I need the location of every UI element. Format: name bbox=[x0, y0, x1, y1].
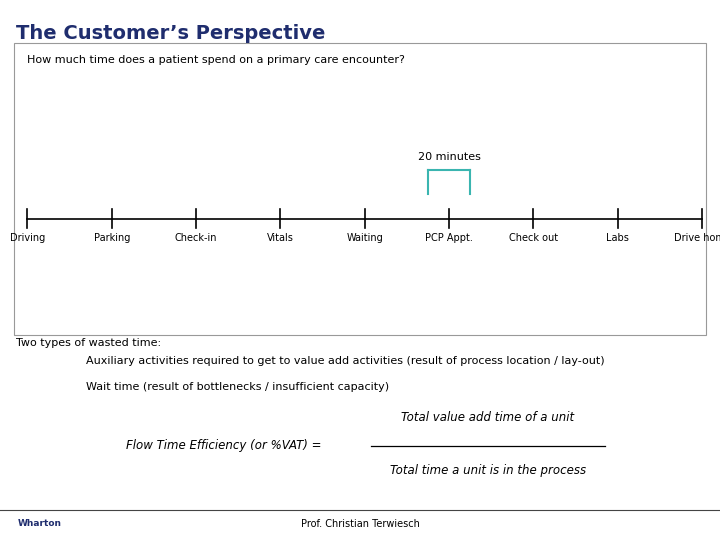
Text: Flow Time Efficiency (or %VAT) =: Flow Time Efficiency (or %VAT) = bbox=[126, 439, 325, 452]
Text: Check-in: Check-in bbox=[175, 233, 217, 243]
Text: Labs: Labs bbox=[606, 233, 629, 243]
Text: PCP Appt.: PCP Appt. bbox=[425, 233, 473, 243]
Text: Driving: Driving bbox=[10, 233, 45, 243]
Text: The Customer’s Perspective: The Customer’s Perspective bbox=[16, 24, 325, 43]
Text: Wait time (result of bottlenecks / insufficient capacity): Wait time (result of bottlenecks / insuf… bbox=[86, 382, 390, 393]
Text: Prof. Christian Terwiesch: Prof. Christian Terwiesch bbox=[300, 519, 420, 529]
Text: Auxiliary activities required to get to value add activities (result of process : Auxiliary activities required to get to … bbox=[86, 356, 605, 367]
Text: 20 minutes: 20 minutes bbox=[418, 152, 480, 162]
Text: Total time a unit is in the process: Total time a unit is in the process bbox=[390, 464, 586, 477]
Text: Total value add time of a unit: Total value add time of a unit bbox=[401, 411, 575, 424]
Text: Parking: Parking bbox=[94, 233, 130, 243]
Bar bbox=[14, 43, 706, 335]
Text: Drive home: Drive home bbox=[674, 233, 720, 243]
Text: Wharton: Wharton bbox=[18, 519, 62, 528]
Text: Two types of wasted time:: Two types of wasted time: bbox=[16, 338, 161, 348]
Text: Waiting: Waiting bbox=[346, 233, 383, 243]
Text: Vitals: Vitals bbox=[267, 233, 294, 243]
Text: Check out: Check out bbox=[509, 233, 558, 243]
Text: How much time does a patient spend on a primary care encounter?: How much time does a patient spend on a … bbox=[27, 55, 405, 65]
